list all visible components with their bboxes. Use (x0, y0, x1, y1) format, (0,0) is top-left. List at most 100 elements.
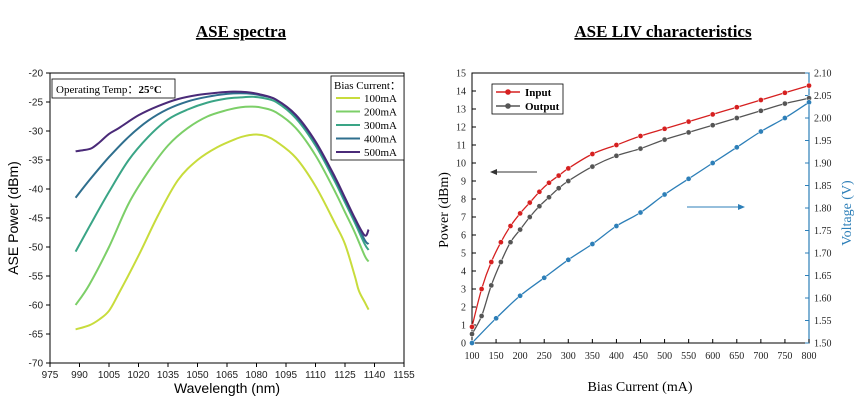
left-y-axis-ticks: -20 -25 -30 -35 -40 -45 -50 -55 -60 -65 -70 (29, 69, 50, 370)
right-x-tick-label: 400 (609, 351, 624, 362)
right-x-tick-label: 450 (633, 351, 648, 362)
right-legend-box (491, 83, 564, 115)
right-y-tick-label: 13 (456, 105, 466, 116)
right-y-tick-label: 4 (461, 267, 466, 278)
right-series-0-point (469, 323, 475, 330)
right-x-tick-label: 500 (657, 351, 672, 362)
right-x-tick-label: 250 (537, 351, 552, 362)
right-series-2-point (517, 292, 523, 299)
right-series-0-point (478, 286, 485, 292)
left-y-tick-label: -65 (29, 330, 44, 341)
right-legend-label: Input (525, 87, 552, 99)
right-series-1-point (555, 185, 562, 192)
left-chart-title: ASE spectra (196, 22, 287, 41)
right-series-0-point (555, 172, 562, 179)
left-series-line-0 (75, 133, 370, 331)
right-series-1-point (526, 214, 533, 220)
right-series-1-point (517, 226, 523, 233)
left-x-tick-label: 1155 (393, 370, 415, 381)
right-voltage-tick-label: 2.10 (814, 69, 832, 80)
left-legend-title: Bias Current： (334, 80, 401, 92)
left-series-group (74, 90, 370, 331)
right-series-1-point (507, 239, 514, 246)
right-voltage-tick-label: 1.85 (814, 181, 832, 192)
left-y-tick-label: -60 (29, 301, 44, 312)
right-legend: Input Output (496, 87, 560, 113)
right-series-2-point (685, 175, 692, 182)
right-series-0-point (565, 165, 572, 172)
right-x-tick-label: 700 (753, 351, 768, 362)
right-y-axis-label: Power (dBm) (437, 172, 452, 248)
left-y-tick-label: -30 (29, 127, 44, 138)
right-x-tick-label: 200 (513, 351, 528, 362)
right-x-tick-label: 350 (585, 351, 600, 362)
left-y-tick-label: -35 (29, 156, 44, 167)
left-series-line-4 (75, 90, 370, 237)
power-axis-arrow (490, 169, 537, 175)
left-x-tick-label: 1140 (364, 370, 386, 381)
right-series-2-point (589, 241, 596, 247)
right-voltage-tick-label: 1.70 (814, 249, 832, 260)
left-x-tick-label: 1065 (216, 370, 239, 381)
left-x-tick-label: 1035 (157, 370, 180, 381)
right-series-1-point (565, 178, 572, 184)
right-x-tick-label: 650 (729, 351, 744, 362)
right-series-1-point (536, 203, 543, 210)
operating-temp-prefix: Operating Temp： (56, 84, 138, 96)
left-legend-label: 500mA (364, 147, 397, 159)
right-series-line-0 (471, 84, 810, 327)
right-series-0-point (685, 118, 692, 125)
right-y-tick-label: 8 (461, 195, 466, 206)
right-series-2-point (469, 340, 475, 346)
right-y-tick-label: 2 (461, 303, 466, 314)
left-y-tick-label: -55 (29, 272, 44, 283)
operating-temp-box (51, 78, 176, 99)
right-y-tick-label: 3 (461, 285, 466, 296)
right-series-1-point (498, 259, 504, 265)
right-voltage-tick-label: 1.90 (814, 159, 832, 170)
ase-liv-chart: 100 150 200 250 300 350 400 450 500 550 600 650 700 7… (437, 69, 855, 396)
right-voltage-tick-label: 2.00 (814, 114, 832, 125)
right-series-0-point (488, 259, 495, 265)
right-series-2-point (493, 315, 499, 322)
right-series-0-point (709, 111, 716, 118)
right-x-tick-label: 550 (681, 351, 696, 362)
right-x-tick-label: 600 (705, 351, 720, 362)
right-y-tick-label: 9 (461, 177, 466, 188)
right-voltage-tick-label: 1.60 (814, 294, 832, 305)
right-y-tick-label: 1 (461, 321, 466, 332)
right-voltage-tick-label: 1.50 (814, 339, 832, 350)
right-series-1-point (469, 331, 475, 337)
left-x-tick-label: 1110 (305, 370, 326, 381)
right-voltage-axis-ticks: 1.50 1.55 1.60 1.65 1.70 1.75 1.80 1.85 1.90 1.95… (805, 69, 832, 350)
right-y-tick-label: 7 (461, 213, 466, 224)
left-x-axis-ticks: 975 990 1005 1020 1035 1050 1065 1080 1095 1110 11… (42, 363, 415, 381)
left-x-tick-label: 1050 (186, 370, 209, 381)
right-series-1-point (478, 313, 485, 319)
left-legend-label: 100mA (364, 93, 397, 105)
left-x-tick-label: 1125 (334, 370, 356, 381)
right-series-1-point (589, 163, 596, 170)
right-series-2-point (709, 160, 716, 166)
right-voltage-tick-label: 2.05 (814, 91, 832, 102)
left-y-tick-label: -70 (29, 359, 44, 370)
left-y-tick-label: -50 (29, 243, 44, 254)
right-voltage-tick-label: 1.95 (814, 136, 832, 147)
right-y-tick-label: 0 (461, 339, 466, 350)
right-series-0-point (526, 199, 533, 206)
left-x-tick-label: 1005 (98, 370, 121, 381)
right-series-0-point (733, 104, 740, 111)
left-legend-label: 300mA (364, 120, 397, 132)
left-x-tick-label: 975 (42, 370, 59, 381)
right-y-tick-label: 10 (456, 159, 466, 170)
right-series-2-point (782, 115, 788, 121)
right-series-1-point (685, 129, 692, 136)
right-x-tick-label: 750 (777, 351, 792, 362)
right-voltage-tick-label: 1.65 (814, 271, 832, 282)
right-legend-swatch-marker (505, 89, 511, 95)
right-series-0-point (517, 210, 523, 217)
right-series-1-point (637, 145, 644, 152)
right-x-tick-label: 800 (802, 351, 817, 362)
left-y-tick-label: -45 (29, 214, 44, 225)
right-series-2-point (758, 128, 764, 135)
